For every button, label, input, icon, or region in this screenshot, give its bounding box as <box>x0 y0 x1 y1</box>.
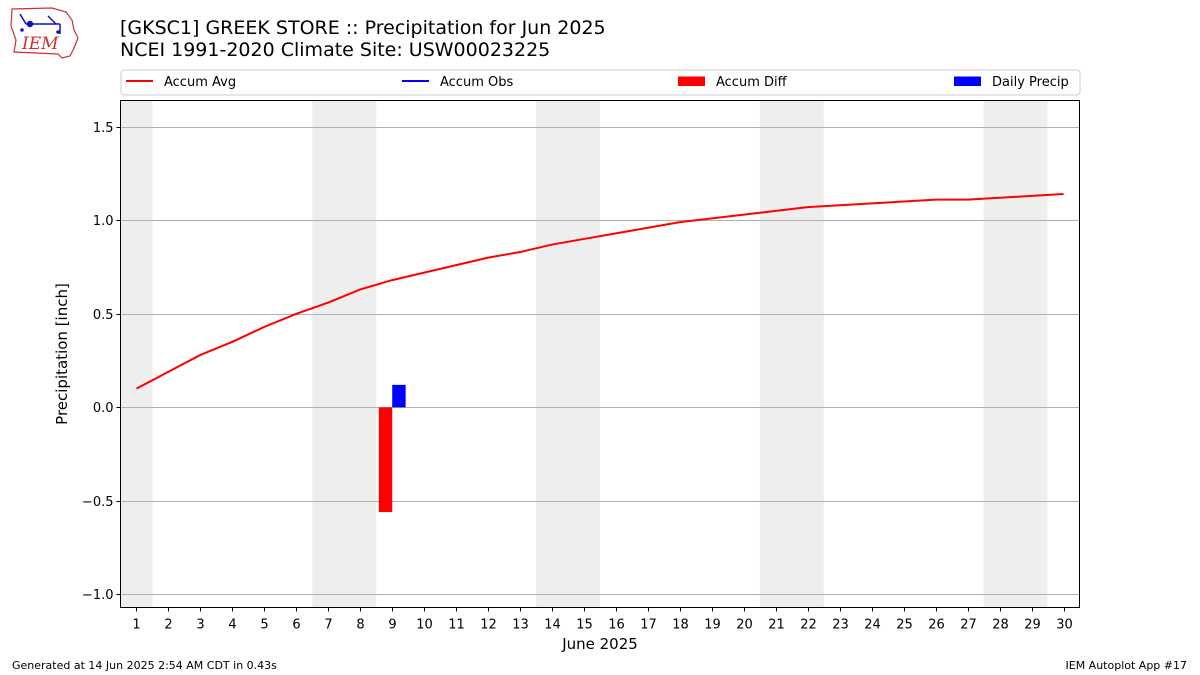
legend-label: Accum Diff <box>716 75 788 90</box>
x-tick-label: 29 <box>1024 618 1041 633</box>
legend-label: Accum Obs <box>440 75 513 90</box>
weekend-band <box>312 100 377 608</box>
bar-accum-diff <box>378 407 393 513</box>
x-tick-label: 6 <box>292 618 300 633</box>
x-tick-label: 18 <box>672 618 689 633</box>
iem-logo: IEM <box>10 7 79 59</box>
y-tick-label: 0.0 <box>93 401 114 416</box>
legend-box <box>120 69 1081 96</box>
x-tick-label: 30 <box>1056 618 1073 633</box>
app-footer: IEM Autoplot App #17 <box>1065 659 1188 672</box>
x-tick-label: 13 <box>512 618 529 633</box>
x-tick-label: 24 <box>864 618 881 633</box>
y-tick-label: 1.5 <box>93 121 114 136</box>
x-tick-label: 9 <box>388 618 396 633</box>
y-tick-label: 1.0 <box>93 214 114 229</box>
x-tick-label: 17 <box>640 618 657 633</box>
x-tick-label: 15 <box>576 618 593 633</box>
x-tick-label: 2 <box>164 618 172 633</box>
x-tick-label: 22 <box>800 618 817 633</box>
bar-daily-precip <box>392 384 406 408</box>
x-tick-label: 11 <box>448 618 465 633</box>
legend-swatch <box>954 76 981 86</box>
x-tick-label: 4 <box>228 618 236 633</box>
plot-frame <box>120 100 1080 608</box>
x-tick-label: 26 <box>928 618 945 633</box>
x-tick-label: 3 <box>196 618 204 633</box>
x-tick-label: 20 <box>736 618 753 633</box>
weekend-band <box>120 100 153 608</box>
x-tick-label: 16 <box>608 618 625 633</box>
y-axis-label: Precipitation [inch] <box>53 283 71 425</box>
x-tick-label: 8 <box>356 618 364 633</box>
x-tick-label: 19 <box>704 618 721 633</box>
series-line-accum-avg <box>136 193 1064 390</box>
x-axis-label: June 2025 <box>561 635 638 653</box>
y-tick-label: −1.0 <box>82 588 114 603</box>
chart-title: [GKSC1] GREEK STORE :: Precipitation for… <box>120 17 606 39</box>
x-tick-label: 14 <box>544 618 561 633</box>
x-tick-label: 27 <box>960 618 977 633</box>
x-tick-label: 23 <box>832 618 849 633</box>
y-tick-label: 0.5 <box>93 308 114 323</box>
y-tick-label: −0.5 <box>82 495 114 510</box>
legend-swatch <box>678 76 705 86</box>
generated-footer: Generated at 14 Jun 2025 2:54 AM CDT in … <box>12 659 277 672</box>
x-tick-label: 28 <box>992 618 1009 633</box>
x-tick-label: 25 <box>896 618 913 633</box>
weekend-band <box>983 100 1048 608</box>
legend-label: Daily Precip <box>992 75 1069 90</box>
x-tick-label: 10 <box>416 618 433 633</box>
legend-label: Accum Avg <box>164 75 236 90</box>
x-tick-label: 1 <box>132 618 140 633</box>
x-tick-label: 21 <box>768 618 785 633</box>
logo-text: IEM <box>21 34 59 54</box>
x-tick-label: 7 <box>324 618 332 633</box>
x-tick-label: 12 <box>480 618 497 633</box>
weekend-band <box>759 100 824 608</box>
weekend-band <box>536 100 600 608</box>
chart-subtitle: NCEI 1991-2020 Climate Site: USW00023225 <box>120 39 551 61</box>
x-tick-label: 5 <box>260 618 268 633</box>
